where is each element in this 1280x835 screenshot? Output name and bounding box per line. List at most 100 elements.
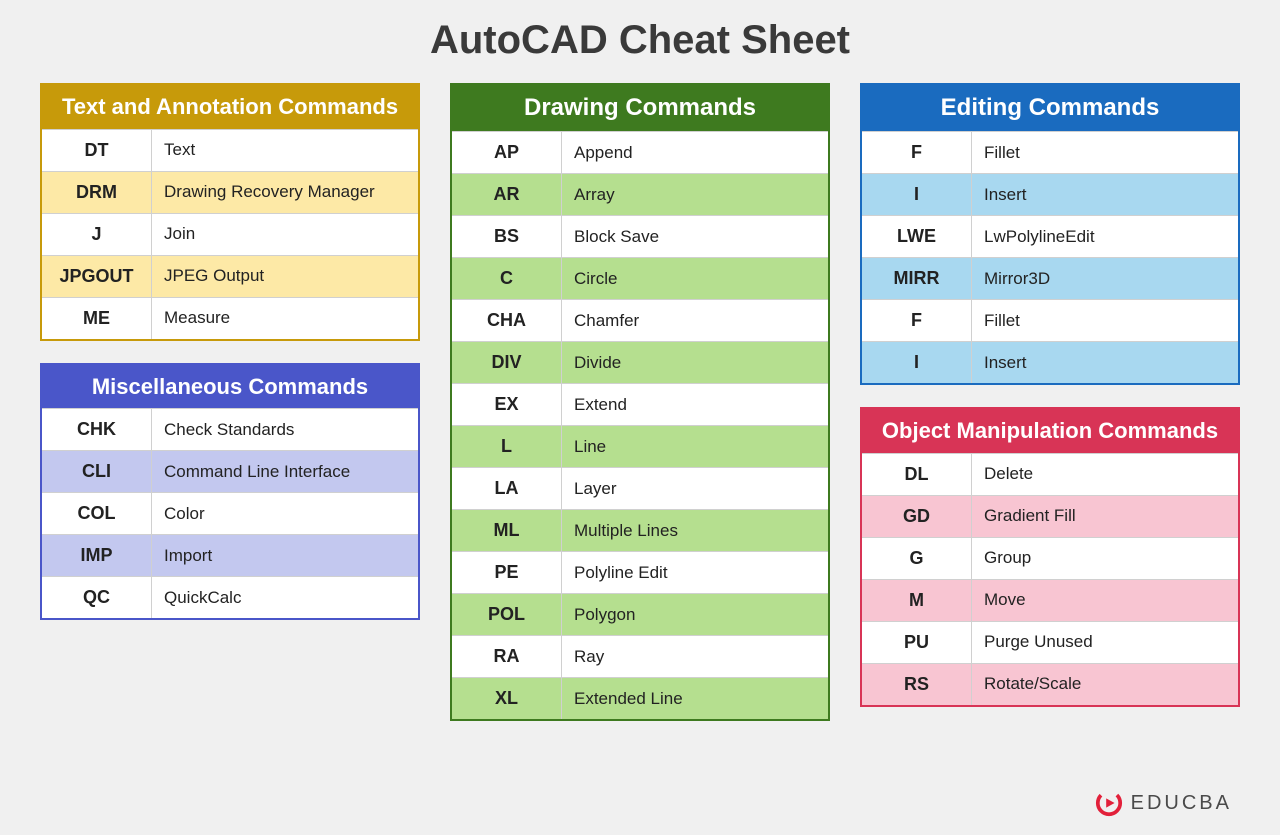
command-desc: Command Line Interface: [152, 451, 418, 492]
command-desc: Check Standards: [152, 409, 418, 450]
command-desc: Array: [562, 174, 828, 215]
command-code: C: [452, 258, 562, 299]
command-code: I: [862, 174, 972, 215]
command-desc: QuickCalc: [152, 577, 418, 618]
table-header: Object Manipulation Commands: [862, 409, 1238, 453]
command-desc: Circle: [562, 258, 828, 299]
columns-container: Text and Annotation Commands DTTextDRMDr…: [40, 83, 1240, 721]
command-code: LA: [452, 468, 562, 509]
command-code: AP: [452, 132, 562, 173]
command-desc: Group: [972, 538, 1238, 579]
command-desc: Block Save: [562, 216, 828, 257]
command-code: DL: [862, 454, 972, 495]
table-row: LALayer: [452, 467, 828, 509]
command-desc: Move: [972, 580, 1238, 621]
table-text-annotation: Text and Annotation Commands DTTextDRMDr…: [40, 83, 420, 341]
table-row: CLICommand Line Interface: [42, 450, 418, 492]
command-code: RA: [452, 636, 562, 677]
table-row: MIRRMirror3D: [862, 257, 1238, 299]
command-code: I: [862, 342, 972, 383]
table-rows: FFilletIInsertLWELwPolylineEditMIRRMirro…: [862, 131, 1238, 383]
command-code: MIRR: [862, 258, 972, 299]
command-code: DT: [42, 130, 152, 171]
table-row: MEMeasure: [42, 297, 418, 339]
command-desc: Insert: [972, 342, 1238, 383]
table-header: Miscellaneous Commands: [42, 365, 418, 409]
page-title: AutoCAD Cheat Sheet: [40, 18, 1240, 63]
table-row: MMove: [862, 579, 1238, 621]
command-desc: Purge Unused: [972, 622, 1238, 663]
command-desc: Line: [562, 426, 828, 467]
command-code: LWE: [862, 216, 972, 257]
command-code: CHK: [42, 409, 152, 450]
table-row: COLColor: [42, 492, 418, 534]
brand-text: EDUCBA: [1131, 792, 1232, 815]
command-desc: Color: [152, 493, 418, 534]
command-desc: Chamfer: [562, 300, 828, 341]
command-code: ML: [452, 510, 562, 551]
command-code: DIV: [452, 342, 562, 383]
table-row: CCircle: [452, 257, 828, 299]
command-desc: Polygon: [562, 594, 828, 635]
command-desc: Import: [152, 535, 418, 576]
command-code: CHA: [452, 300, 562, 341]
table-row: MLMultiple Lines: [452, 509, 828, 551]
table-row: APAppend: [452, 131, 828, 173]
command-desc: Polyline Edit: [562, 552, 828, 593]
table-row: JJoin: [42, 213, 418, 255]
table-row: QCQuickCalc: [42, 576, 418, 618]
table-row: CHAChamfer: [452, 299, 828, 341]
command-code: J: [42, 214, 152, 255]
command-desc: Append: [562, 132, 828, 173]
command-desc: Insert: [972, 174, 1238, 215]
table-rows: DLDeleteGDGradient FillGGroupMMovePUPurg…: [862, 453, 1238, 705]
command-code: COL: [42, 493, 152, 534]
command-code: RS: [862, 664, 972, 705]
table-rows: DTTextDRMDrawing Recovery ManagerJJoinJP…: [42, 129, 418, 339]
command-code: AR: [452, 174, 562, 215]
command-desc: Delete: [972, 454, 1238, 495]
command-code: GD: [862, 496, 972, 537]
command-desc: Fillet: [972, 132, 1238, 173]
command-code: IMP: [42, 535, 152, 576]
column-middle: Drawing Commands APAppendARArrayBSBlock …: [450, 83, 830, 721]
command-desc: Extend: [562, 384, 828, 425]
command-desc: Ray: [562, 636, 828, 677]
column-left: Text and Annotation Commands DTTextDRMDr…: [40, 83, 420, 721]
command-code: G: [862, 538, 972, 579]
command-desc: Multiple Lines: [562, 510, 828, 551]
table-row: DTText: [42, 129, 418, 171]
table-row: IInsert: [862, 173, 1238, 215]
table-row: IMPImport: [42, 534, 418, 576]
table-header: Drawing Commands: [452, 85, 828, 131]
column-right: Editing Commands FFilletIInsertLWELwPoly…: [860, 83, 1240, 721]
command-desc: LwPolylineEdit: [972, 216, 1238, 257]
command-code: PE: [452, 552, 562, 593]
table-row: RARay: [452, 635, 828, 677]
table-row: ARArray: [452, 173, 828, 215]
command-desc: Layer: [562, 468, 828, 509]
command-desc: Join: [152, 214, 418, 255]
table-row: DIVDivide: [452, 341, 828, 383]
command-code: BS: [452, 216, 562, 257]
command-code: M: [862, 580, 972, 621]
table-drawing: Drawing Commands APAppendARArrayBSBlock …: [450, 83, 830, 721]
command-code: L: [452, 426, 562, 467]
command-code: PU: [862, 622, 972, 663]
table-row: IInsert: [862, 341, 1238, 383]
table-object-manip: Object Manipulation Commands DLDeleteGDG…: [860, 407, 1240, 707]
table-row: DRMDrawing Recovery Manager: [42, 171, 418, 213]
table-row: DLDelete: [862, 453, 1238, 495]
command-desc: Extended Line: [562, 678, 828, 719]
table-row: JPGOUTJPEG Output: [42, 255, 418, 297]
table-row: PEPolyline Edit: [452, 551, 828, 593]
command-code: XL: [452, 678, 562, 719]
command-code: CLI: [42, 451, 152, 492]
command-desc: Text: [152, 130, 418, 171]
command-desc: JPEG Output: [152, 256, 418, 297]
command-desc: Measure: [152, 298, 418, 339]
command-code: F: [862, 300, 972, 341]
table-row: RSRotate/Scale: [862, 663, 1238, 705]
command-code: EX: [452, 384, 562, 425]
table-header: Text and Annotation Commands: [42, 85, 418, 129]
